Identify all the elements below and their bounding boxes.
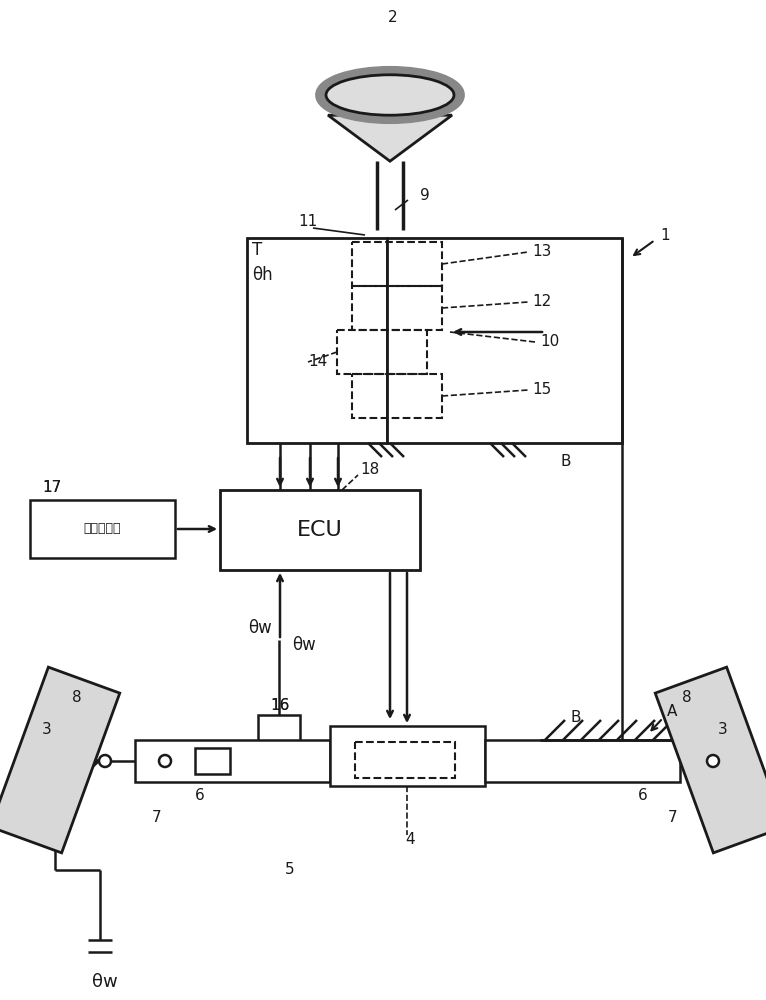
Text: 8: 8 — [72, 690, 82, 706]
Text: 4: 4 — [405, 832, 414, 848]
Circle shape — [707, 755, 719, 767]
Text: 3: 3 — [718, 722, 728, 738]
Text: 16: 16 — [270, 698, 290, 712]
Text: θh: θh — [252, 266, 273, 284]
Text: 17: 17 — [42, 481, 61, 495]
Text: 17: 17 — [42, 481, 61, 495]
Text: θw: θw — [248, 619, 272, 637]
Text: T: T — [252, 241, 262, 259]
Text: 车速传感器: 车速传感器 — [83, 522, 121, 536]
Bar — [352, 286, 442, 330]
Text: 16: 16 — [270, 698, 290, 714]
Text: 18: 18 — [360, 462, 379, 478]
Bar — [247, 238, 387, 443]
Circle shape — [99, 755, 111, 767]
Text: 7: 7 — [152, 810, 162, 826]
Text: 7: 7 — [668, 810, 678, 826]
Bar — [387, 238, 622, 443]
Text: 10: 10 — [540, 334, 559, 350]
Bar — [355, 742, 455, 778]
Bar — [352, 374, 442, 418]
Bar — [485, 740, 680, 782]
Text: 11: 11 — [298, 215, 317, 230]
Text: 6: 6 — [638, 788, 648, 802]
Bar — [330, 726, 485, 786]
Text: 6: 6 — [195, 788, 205, 802]
Bar — [337, 330, 427, 374]
Text: 15: 15 — [532, 382, 552, 397]
Text: ECU: ECU — [297, 520, 343, 540]
Text: 8: 8 — [682, 690, 692, 706]
Bar — [258, 715, 300, 757]
Text: 2: 2 — [388, 10, 398, 25]
Text: B: B — [560, 454, 571, 470]
Bar — [220, 490, 420, 570]
Text: 14: 14 — [308, 355, 327, 369]
Bar — [135, 740, 330, 782]
Text: A: A — [667, 704, 677, 720]
Text: 5: 5 — [285, 862, 295, 878]
Text: 13: 13 — [532, 244, 552, 259]
Bar — [195, 748, 230, 774]
Text: 1: 1 — [660, 228, 669, 242]
Ellipse shape — [326, 75, 454, 115]
Text: B: B — [570, 710, 581, 726]
Text: 3: 3 — [42, 722, 52, 738]
Text: 9: 9 — [420, 188, 430, 202]
Polygon shape — [328, 115, 452, 161]
Polygon shape — [0, 667, 119, 853]
Text: θw: θw — [292, 636, 316, 654]
Polygon shape — [655, 667, 766, 853]
Text: θw: θw — [92, 973, 118, 991]
Bar — [352, 242, 442, 286]
Ellipse shape — [320, 71, 460, 119]
Bar — [30, 500, 175, 558]
Text: 12: 12 — [532, 294, 552, 310]
Circle shape — [159, 755, 171, 767]
